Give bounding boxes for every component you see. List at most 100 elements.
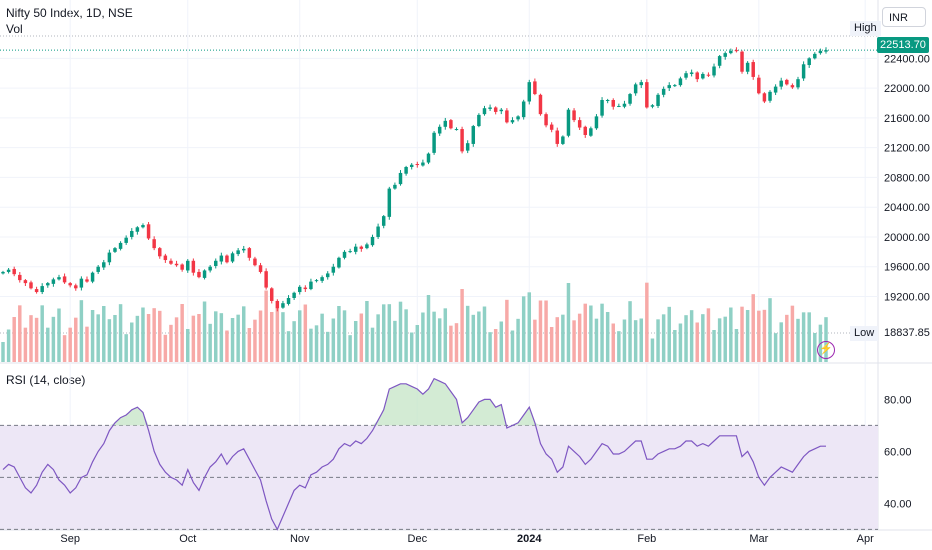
rsi-tick-label: 60.00: [884, 446, 912, 458]
volume-bar: [605, 312, 610, 362]
volume-bar: [673, 330, 677, 362]
rsi-panel: [0, 377, 878, 531]
volume-bar: [437, 318, 442, 362]
volume-bar: [824, 317, 828, 362]
time-tick-label: Mar: [749, 533, 768, 545]
candle-body: [465, 143, 470, 151]
volume-bar: [202, 301, 207, 362]
candle-body: [572, 110, 576, 121]
volume-bar: [796, 318, 800, 362]
volume-bar: [186, 329, 190, 362]
volume-bar: [572, 320, 576, 362]
volume-bar: [219, 313, 224, 362]
candle-body: [62, 276, 67, 283]
volume-bar: [6, 329, 11, 362]
lightning-icon[interactable]: ⚡: [817, 341, 835, 359]
candle-body: [264, 271, 268, 288]
candle-body: [516, 116, 520, 120]
candle-body: [460, 129, 464, 152]
volume-bar: [370, 327, 375, 362]
candle-body: [325, 273, 330, 278]
candle-body: [68, 283, 72, 286]
chart-title: Nifty 50 Index, 1D, NSE: [6, 6, 133, 20]
candle-body: [34, 289, 39, 293]
candle-body: [656, 94, 660, 106]
candle-body: [667, 85, 671, 89]
volume-bar: [130, 322, 134, 362]
volume-bar: [555, 317, 560, 362]
volume-bar: [734, 329, 739, 362]
volume-bar: [107, 319, 112, 362]
candle-body: [701, 73, 705, 79]
candle-body: [650, 105, 655, 107]
volume-bar: [365, 301, 369, 362]
volume-bar: [773, 333, 778, 362]
volume-bar: [51, 316, 56, 362]
rsi-overbought-fill: [3, 378, 826, 426]
volume-bar: [757, 310, 761, 362]
rsi-band: [0, 425, 878, 530]
volume-bar: [712, 330, 716, 362]
volume-bar: [684, 315, 688, 362]
candle-body: [297, 286, 302, 293]
volume-bar: [46, 327, 50, 362]
candle-body: [320, 277, 324, 281]
candle-body: [130, 231, 134, 237]
volume-bar: [493, 329, 498, 362]
volume-bar: [163, 334, 168, 362]
candle-body: [432, 132, 436, 153]
volume-bar: [113, 315, 117, 362]
high-label: High: [850, 21, 881, 36]
axes: 19200.00 19600.00 20000.00 20400.00 20800.00…: [60, 53, 929, 545]
candle-body: [443, 120, 448, 127]
candle-body: [589, 128, 593, 136]
candle-body: [785, 79, 789, 85]
volume-bar: [393, 320, 397, 362]
candle-body: [527, 82, 532, 102]
time-tick-label: Apr: [857, 533, 874, 545]
volume-bar: [90, 310, 95, 362]
volume-bar: [208, 323, 212, 362]
candle-body: [90, 272, 95, 282]
volume-bar: [583, 303, 587, 362]
candle-body: [617, 105, 621, 107]
candle-body: [359, 246, 364, 249]
volume-bar: [404, 309, 408, 362]
last-price-tag: 22513.70: [877, 37, 929, 53]
volume-bar: [477, 311, 481, 362]
currency-button[interactable]: INR: [882, 7, 926, 27]
candle-body: [51, 279, 56, 284]
volume-bar: [102, 306, 106, 362]
candle-body: [415, 164, 420, 166]
candle-body: [102, 262, 106, 268]
candle-body: [505, 110, 509, 123]
volume-bar: [600, 303, 604, 362]
volume-bar: [443, 308, 448, 362]
volume-bar: [449, 325, 453, 362]
candle-body: [353, 246, 358, 252]
candle-body: [342, 251, 347, 258]
volume-bar: [650, 338, 655, 362]
candle-body: [163, 255, 168, 261]
price-tick-label: 20800.00: [884, 172, 930, 184]
candle-body: [544, 114, 548, 126]
rsi-line: [2, 377, 826, 531]
candle-body: [482, 108, 487, 115]
candle-body: [18, 274, 22, 281]
volume-bar: [785, 314, 789, 362]
candle-body: [393, 184, 397, 189]
candle-body: [381, 216, 386, 226]
candle-body: [409, 164, 414, 167]
candle-body: [796, 79, 800, 88]
candle-body: [202, 270, 207, 278]
volume-bar: [314, 325, 319, 362]
volume-bar: [269, 312, 274, 362]
volume-bar: [505, 299, 509, 362]
volume-bars: [1, 282, 828, 362]
volume-bar: [488, 332, 492, 362]
volume-bar: [521, 296, 526, 362]
volume-bar: [538, 300, 543, 362]
time-tick-label: Nov: [290, 533, 310, 545]
candle-body: [611, 100, 615, 107]
